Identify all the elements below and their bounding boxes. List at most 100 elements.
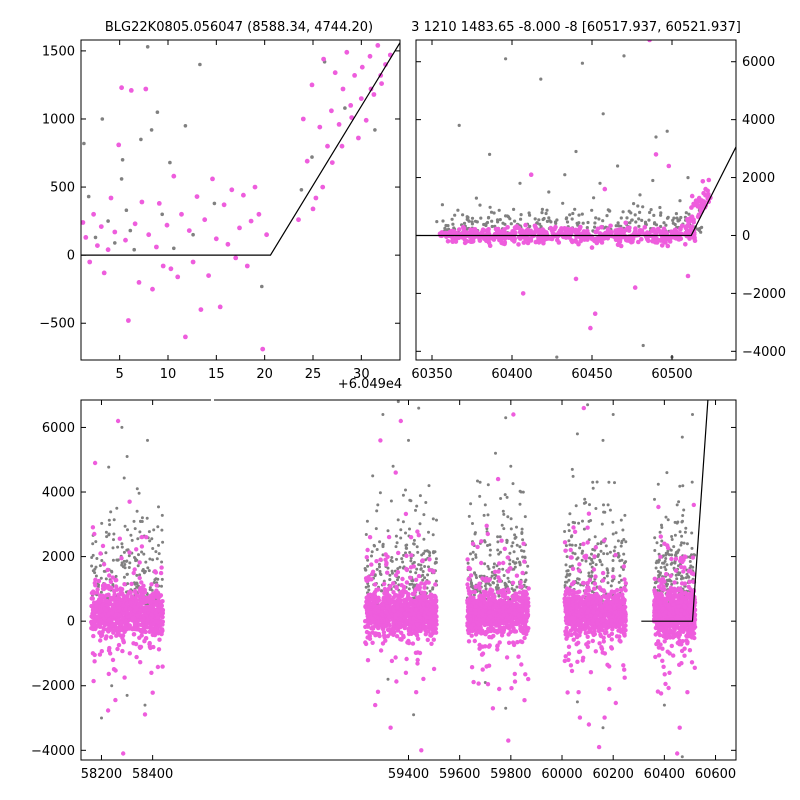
data-point-secondary (588, 503, 591, 507)
data-point-primary (685, 223, 691, 228)
data-point-primary (374, 559, 379, 564)
data-point-primary (404, 567, 410, 573)
data-point-secondary (621, 568, 625, 571)
data-point-primary (410, 619, 415, 625)
data-point-secondary (375, 509, 379, 513)
data-point-secondary (680, 574, 684, 578)
data-point-secondary (424, 501, 428, 504)
data-point-primary (121, 640, 127, 645)
data-point-primary (147, 644, 153, 649)
data-point-primary (329, 108, 334, 114)
data-point-secondary (629, 211, 633, 215)
y-tick-label: 6000 (742, 55, 775, 70)
data-point-secondary (404, 546, 408, 550)
data-point-secondary (616, 221, 620, 225)
data-point-primary (148, 599, 153, 605)
data-point-primary (659, 243, 665, 248)
data-point-primary (83, 235, 89, 240)
data-point-secondary (675, 577, 679, 581)
data-point-secondary (501, 221, 505, 225)
data-point-primary (596, 235, 601, 241)
data-point-secondary (376, 503, 380, 507)
data-point-secondary (486, 513, 490, 517)
data-point-secondary (514, 535, 518, 539)
y-tick-label: 2000 (742, 171, 775, 186)
data-point-primary (393, 470, 398, 475)
data-point-primary (385, 618, 390, 623)
data-point-primary (485, 531, 490, 537)
data-point-primary (701, 190, 706, 196)
data-point-primary (96, 578, 102, 584)
data-point-secondary (538, 222, 542, 226)
data-point-secondary (515, 525, 518, 529)
data-point-primary (386, 627, 392, 632)
data-point-primary (134, 547, 139, 552)
data-point-primary (647, 40, 652, 43)
data-point-secondary (488, 548, 492, 552)
data-point-primary (413, 600, 419, 605)
data-point-secondary (428, 554, 432, 557)
data-point-secondary (655, 559, 659, 563)
data-point-secondary (664, 557, 668, 560)
data-point-secondary (621, 528, 625, 532)
data-point-secondary (633, 213, 637, 217)
data-point-primary (468, 573, 474, 578)
data-point-secondary (680, 435, 684, 439)
data-point-secondary (580, 551, 584, 555)
data-point-secondary (571, 551, 575, 555)
data-point-primary (473, 584, 478, 589)
data-point-primary (154, 244, 159, 250)
data-point-secondary (150, 537, 154, 541)
data-point-primary (625, 235, 631, 240)
data-point-primary (469, 235, 475, 241)
data-point-primary (383, 62, 388, 67)
data-point-secondary (160, 513, 164, 517)
data-point-secondary (561, 201, 565, 205)
data-point-primary (408, 612, 413, 617)
top-left-offset-text: +6.049e4 (338, 377, 402, 392)
data-point-secondary (666, 582, 669, 586)
data-point-primary (388, 584, 393, 589)
data-point-primary (477, 236, 482, 241)
data-point-secondary (416, 550, 420, 554)
data-point-secondary (565, 555, 569, 559)
data-point-primary (524, 604, 529, 609)
data-point-secondary (563, 173, 567, 177)
data-point-primary (422, 585, 427, 590)
data-point-primary (411, 624, 416, 630)
data-point-secondary (690, 480, 694, 484)
data-point-primary (482, 599, 487, 605)
data-point-primary (152, 569, 158, 574)
data-point-secondary (364, 568, 368, 572)
data-point-primary (144, 599, 150, 604)
data-point-secondary (135, 573, 139, 577)
data-point-primary (399, 603, 404, 609)
data-point-primary (404, 553, 409, 558)
data-point-secondary (443, 226, 447, 230)
data-point-primary (491, 633, 496, 639)
data-point-secondary (564, 580, 567, 584)
data-point-primary (475, 544, 480, 550)
data-point-primary (468, 239, 474, 244)
data-point-primary (202, 217, 208, 223)
data-point-primary (513, 629, 519, 634)
plot-area (89, 400, 709, 759)
data-point-secondary (509, 517, 513, 521)
data-point-secondary (591, 486, 595, 490)
data-point-secondary (147, 530, 151, 534)
data-point-primary (433, 582, 438, 587)
data-point-primary (411, 564, 416, 569)
data-point-primary (487, 610, 492, 615)
x-tick-label: 60350 (411, 367, 452, 382)
data-point-secondary (144, 560, 148, 564)
data-point-secondary (160, 212, 164, 217)
data-point-primary (409, 608, 414, 613)
data-point-secondary (160, 584, 163, 588)
data-point-secondary (434, 560, 438, 564)
data-point-secondary (432, 550, 435, 554)
data-point-secondary (127, 566, 131, 569)
data-point-secondary (395, 557, 398, 561)
data-point-secondary (607, 480, 611, 484)
data-point-secondary (496, 220, 500, 224)
data-point-secondary (183, 124, 188, 128)
